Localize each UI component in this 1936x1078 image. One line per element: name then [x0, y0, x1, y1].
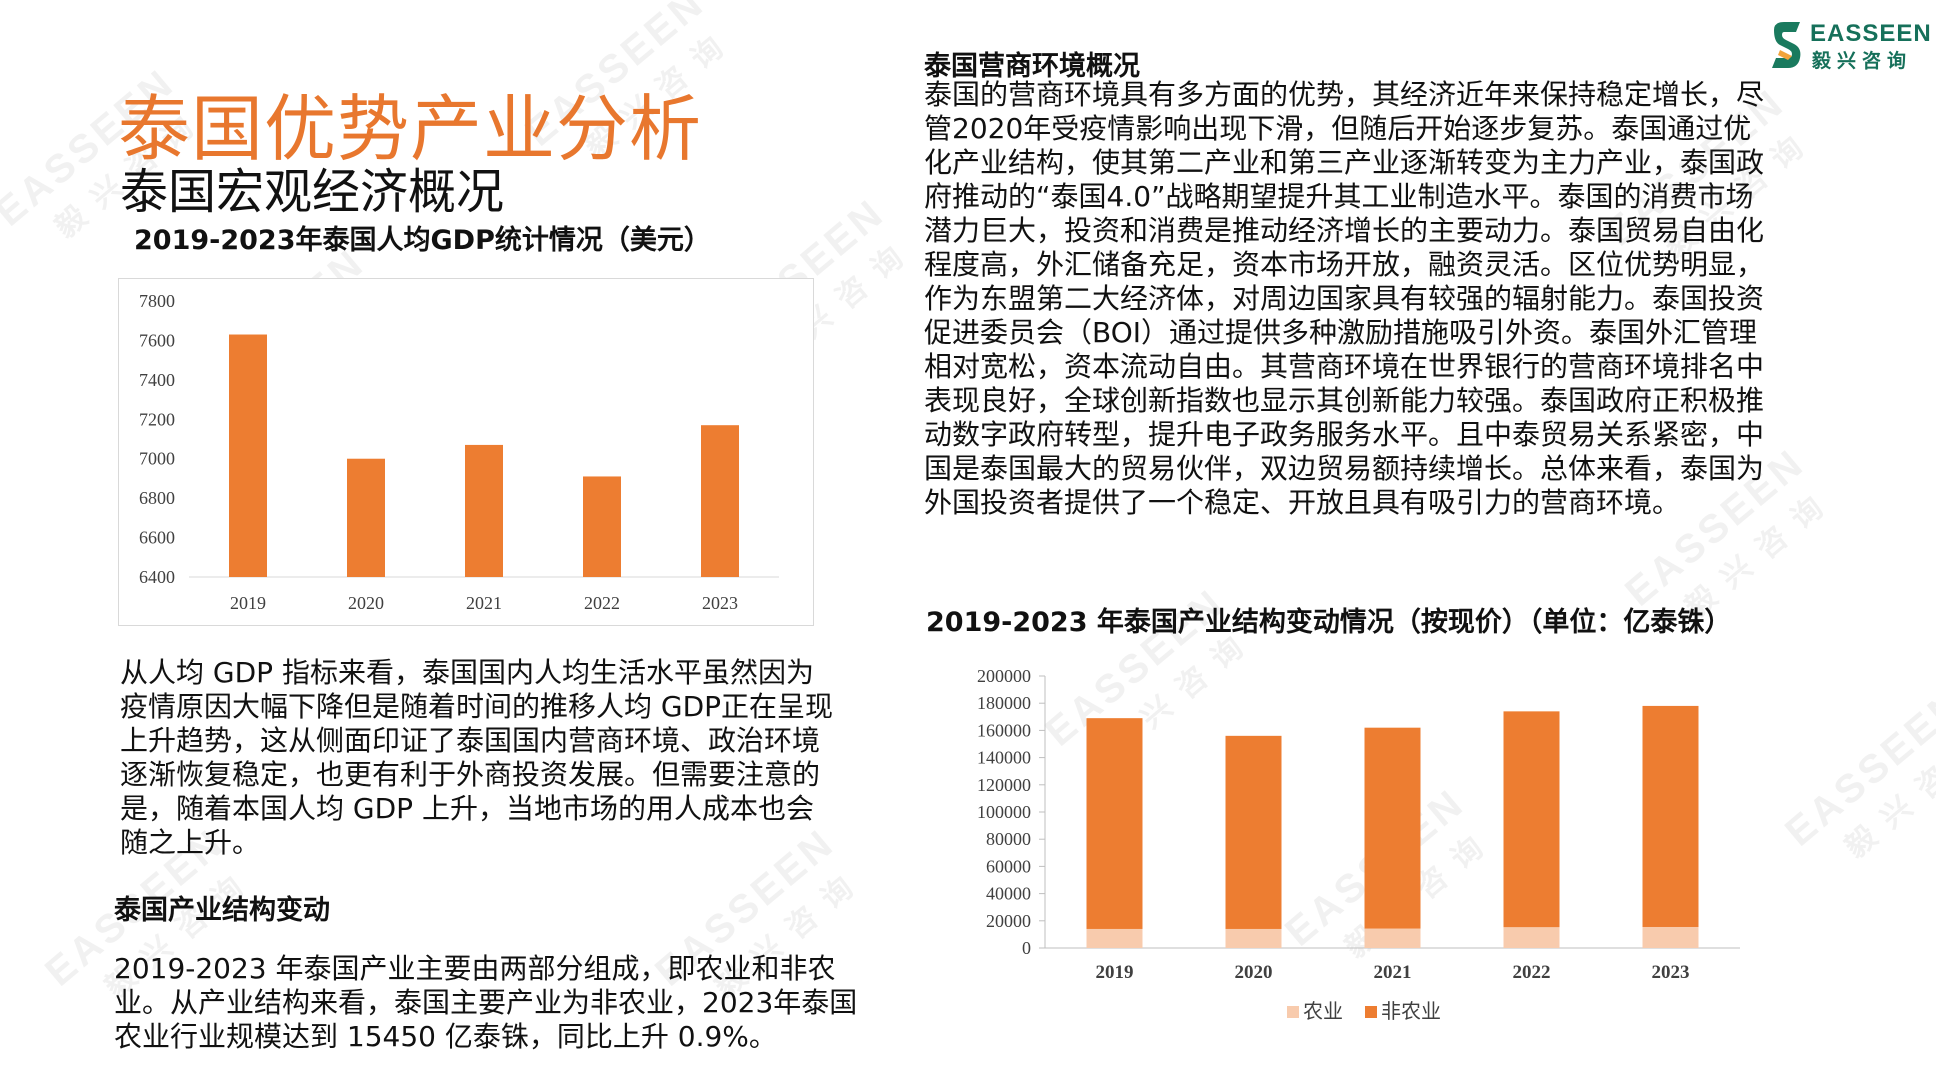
y-tick-label: 60000	[986, 856, 1031, 876]
business-env-heading: 泰国营商环境概况	[924, 51, 1140, 82]
structure-chart-svg: 2000001800001600001400001200001000008000…	[977, 666, 1740, 1023]
gdp-chart-svg: 7800 7600 7400 7200 7000 6800 6600 6400 2019 2020…	[139, 291, 779, 613]
structure-bar-segment	[1225, 735, 1282, 929]
logo-icon	[1772, 22, 1801, 68]
y-tick-label: 80000	[986, 829, 1031, 849]
gdp-bar	[229, 334, 267, 577]
x-tick-label: 2019	[1096, 962, 1134, 983]
gdp-bar	[347, 458, 385, 577]
y-tick-label: 7000	[139, 449, 175, 469]
legend-label: 农业	[1303, 999, 1343, 1023]
structure-bar-segment	[1503, 711, 1560, 928]
structure-chart: 200000 180000 160000 140000 120000 100000 8000…	[925, 648, 1765, 1044]
y-tick-label: 100000	[977, 802, 1031, 822]
y-tick-label: 140000	[977, 748, 1031, 768]
legend-swatch	[1287, 1006, 1299, 1018]
x-tick-label: 2020	[348, 593, 384, 613]
y-tick-label: 7800	[139, 291, 175, 311]
structure-bar-segment	[1642, 705, 1699, 927]
x-tick-label: 2022	[1513, 962, 1551, 983]
structure-bar-segment	[1225, 928, 1282, 948]
structure-bar-segment	[1086, 718, 1143, 929]
y-tick-label: 120000	[977, 775, 1031, 795]
y-tick-label: 200000	[977, 666, 1031, 686]
legend-label: 非农业	[1381, 999, 1441, 1023]
page-title: 泰国优势产业分析	[118, 87, 703, 171]
gdp-bar	[701, 425, 739, 577]
y-tick-label: 7200	[139, 409, 175, 429]
x-tick-label: 2020	[1235, 962, 1273, 983]
structure-bar-segment	[1642, 926, 1699, 948]
y-tick-label: 20000	[986, 911, 1031, 931]
y-tick-label: 40000	[986, 884, 1031, 904]
y-tick-label: 7400	[139, 370, 175, 390]
x-tick-label: 2023	[1652, 962, 1690, 983]
y-tick-label: 160000	[977, 720, 1031, 740]
x-tick-label: 2022	[584, 593, 620, 613]
logo-subtext: 毅兴咨询	[1812, 50, 1913, 72]
x-tick-label: 2021	[1374, 962, 1412, 983]
gdp-bar	[583, 476, 621, 577]
structure-bar-segment	[1364, 928, 1421, 948]
industry-section-heading: 泰国产业结构变动	[114, 895, 330, 926]
y-tick-label: 180000	[977, 693, 1031, 713]
y-tick-label: 7600	[139, 330, 175, 350]
y-tick-label: 6600	[139, 528, 175, 548]
y-tick-label: 0	[1022, 938, 1031, 958]
y-tick-label: 6400	[139, 567, 175, 587]
structure-bar-segment	[1503, 927, 1560, 948]
gdp-bar	[465, 444, 503, 577]
logo-text: EASSEEN	[1810, 20, 1932, 47]
x-tick-label: 2023	[702, 593, 738, 613]
industry-analysis-text: 2019-2023 年泰国产业主要由两部分组成，即农业和非农业。从产业结构来看，…	[114, 952, 858, 1053]
structure-bar-segment	[1086, 928, 1143, 948]
x-tick-label: 2021	[466, 593, 502, 613]
gdp-chart: 7800 7600 7400 7200 7000 6800 6600 6400 2019 2020…	[118, 278, 814, 626]
structure-bar-segment	[1364, 727, 1421, 929]
x-tick-label: 2019	[230, 593, 266, 613]
business-env-text: 泰国的营商环境具有多方面的优势，其经济近年来保持稳定增长，尽管2020年受疫情影…	[924, 78, 1765, 519]
gdp-chart-title: 2019-2023年泰国人均GDP统计情况（美元）	[134, 225, 711, 256]
structure-chart-title: 2019-2023 年泰国产业结构变动情况（按现价）（单位：亿泰铢）	[926, 607, 1732, 638]
gdp-analysis-text: 从人均 GDP 指标来看，泰国国内人均生活水平虽然因为疫情原因大幅下降但是随着时…	[120, 656, 834, 859]
legend-swatch	[1365, 1006, 1377, 1018]
page-subtitle: 泰国宏观经济概况	[120, 164, 505, 220]
y-tick-label: 6800	[139, 488, 175, 508]
